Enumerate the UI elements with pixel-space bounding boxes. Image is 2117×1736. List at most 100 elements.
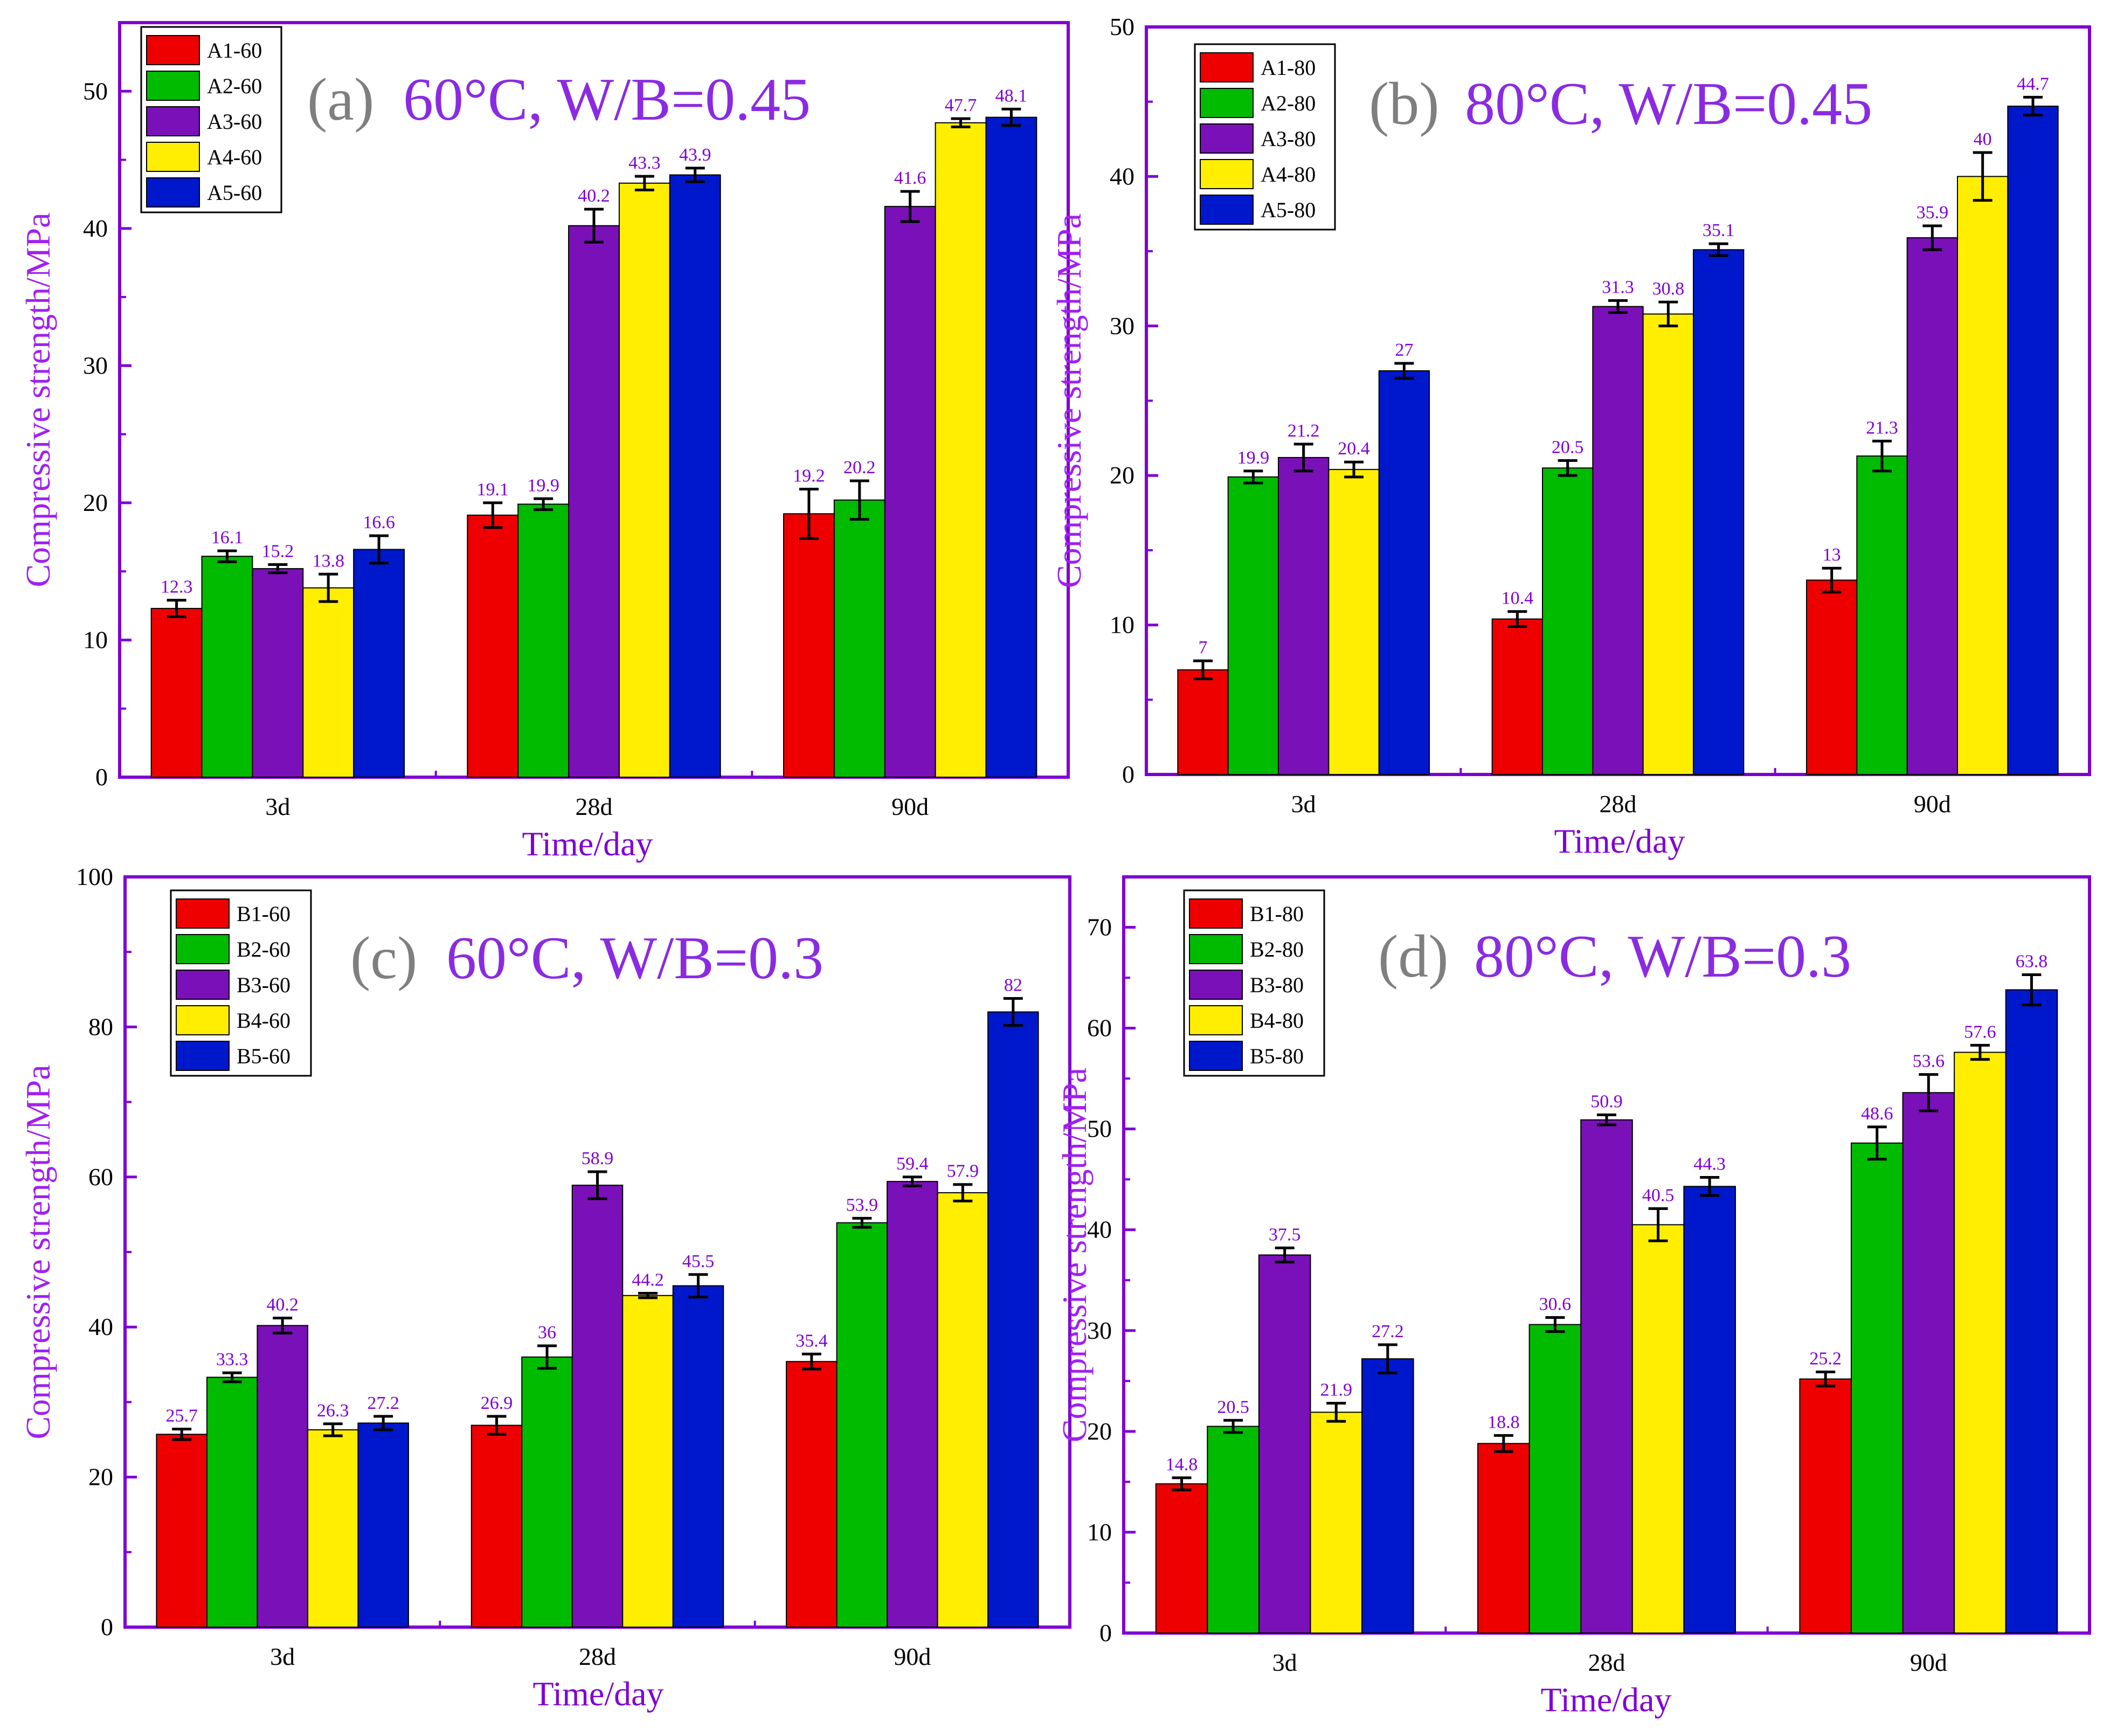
bar xyxy=(1477,1443,1530,1634)
panel-a: 0 10 20 30 40 50 3d 12.3 16.1 15.2 13.8 16.6 28d 19.1… xyxy=(19,21,1070,863)
bar xyxy=(1258,1254,1311,1634)
panel-b: 0 10 20 30 40 50 3d 7 19.9 21.2 20.4 27 28d 10.4 20.5 3… xyxy=(1050,13,2091,860)
legend-swatch xyxy=(176,1005,230,1035)
x-tick-label: 90d xyxy=(891,793,929,820)
legend-entry: A3-80 xyxy=(1261,127,1316,151)
bar xyxy=(935,122,987,778)
x-tick-label: 3d xyxy=(265,793,290,820)
x-axis-title: Time/day xyxy=(533,1675,664,1713)
bar-value-label: 40.5 xyxy=(1642,1185,1675,1205)
bar xyxy=(985,116,1037,778)
bar xyxy=(1806,579,1858,775)
bar xyxy=(1902,1092,1955,1634)
legend-entry: B1-60 xyxy=(237,902,290,926)
y-axis-title: Compressive strength/MPa xyxy=(1050,213,1088,588)
y-tick-label: 60 xyxy=(1087,1014,1112,1042)
bar xyxy=(1310,1412,1363,1634)
bar-value-label: 14.8 xyxy=(1166,1455,1198,1475)
y-tick-label: 40 xyxy=(83,215,108,242)
x-axis-title: Time/day xyxy=(522,825,653,863)
bar-value-label: 43.9 xyxy=(679,145,711,165)
bar xyxy=(156,1434,207,1628)
legend-swatch xyxy=(176,898,230,929)
legend-swatch xyxy=(1189,898,1243,929)
bar xyxy=(252,568,304,778)
bar-value-label: 36 xyxy=(538,1323,556,1343)
legend-swatch xyxy=(176,934,230,964)
y-tick-label: 30 xyxy=(1110,312,1134,340)
y-tick-label: 40 xyxy=(1087,1216,1112,1243)
legend-entry: B2-60 xyxy=(237,937,290,962)
x-tick-label: 90d xyxy=(894,1643,931,1670)
bar xyxy=(1542,467,1594,775)
legend-entry: B1-80 xyxy=(1250,902,1304,926)
bar-value-label: 7 xyxy=(1199,638,1208,658)
bar xyxy=(1491,618,1544,776)
y-tick-label: 0 xyxy=(95,763,108,791)
bar-value-label: 44.2 xyxy=(632,1270,664,1290)
bar-value-label: 19.1 xyxy=(477,480,509,500)
bar-value-label: 20.5 xyxy=(1217,1397,1249,1417)
bar-value-label: 33.3 xyxy=(216,1350,248,1370)
legend-swatch xyxy=(176,970,230,1000)
bar-value-label: 27.2 xyxy=(1372,1322,1404,1341)
y-tick-label: 20 xyxy=(83,489,108,516)
panel-title-text: 80°C, W/B=0.45 xyxy=(1465,71,1872,137)
bar xyxy=(622,1295,674,1628)
legend-swatch xyxy=(146,35,200,65)
bar xyxy=(887,1181,938,1628)
bar xyxy=(201,556,253,778)
bar-value-label: 27 xyxy=(1395,340,1413,360)
y-tick-label: 20 xyxy=(1110,461,1134,489)
bar-value-label: 13 xyxy=(1823,545,1841,565)
panel-c: 0 20 40 60 80 100 3d 25.7 33.3 40.2 26.3 27.2 28d 26.… xyxy=(19,863,1071,1713)
bar xyxy=(568,225,620,778)
bar-value-label: 12.3 xyxy=(161,577,193,597)
legend-entry: B4-60 xyxy=(237,1008,290,1033)
bar xyxy=(1693,249,1745,775)
legend-entry: A4-60 xyxy=(207,145,262,169)
x-tick-label: 28d xyxy=(1588,1649,1625,1676)
bar-value-label: 25.7 xyxy=(165,1406,198,1426)
y-tick-label: 10 xyxy=(1110,611,1134,639)
bar xyxy=(1328,469,1380,775)
bar xyxy=(307,1429,359,1628)
legend-entry: B5-60 xyxy=(237,1044,290,1068)
y-tick-label: 40 xyxy=(1110,162,1134,190)
bar-value-label: 10.4 xyxy=(1502,589,1534,608)
bar-value-label: 40 xyxy=(1974,129,1992,149)
bar-value-label: 19.9 xyxy=(527,475,559,495)
bar xyxy=(1155,1483,1208,1634)
legend-entry: B3-60 xyxy=(237,973,290,997)
bar-value-label: 21.9 xyxy=(1320,1380,1352,1400)
bar xyxy=(521,1356,573,1628)
bar-value-label: 20.4 xyxy=(1338,439,1370,459)
bar-value-label: 16.6 xyxy=(363,513,395,532)
bar xyxy=(786,1361,838,1628)
bar-value-label: 20.2 xyxy=(843,458,876,478)
bar-value-label: 26.3 xyxy=(317,1401,349,1421)
y-tick-label: 60 xyxy=(88,1163,113,1191)
x-tick-label: 90d xyxy=(1910,1649,1947,1676)
bar xyxy=(884,206,936,778)
bar xyxy=(467,514,519,778)
bar-value-label: 20.5 xyxy=(1552,437,1584,457)
legend-entry: A5-80 xyxy=(1261,198,1316,222)
legend-swatch xyxy=(146,106,200,136)
bar-value-label: 40.2 xyxy=(578,186,610,206)
bar-value-label: 35.1 xyxy=(1703,220,1735,240)
bar xyxy=(987,1011,1039,1628)
bar-value-label: 15.2 xyxy=(262,541,294,561)
x-axis-title: Time/day xyxy=(1541,1680,1672,1719)
bar xyxy=(1799,1378,1852,1634)
legend-swatch xyxy=(1189,1005,1243,1035)
legend-swatch xyxy=(1200,123,1254,154)
panel-title-text: 60°C, W/B=0.45 xyxy=(403,66,811,133)
bar-value-label: 31.3 xyxy=(1602,278,1634,298)
bar-value-label: 25.2 xyxy=(1809,1348,1842,1368)
bar xyxy=(471,1424,523,1628)
bar xyxy=(937,1192,989,1628)
legend-swatch xyxy=(1189,1041,1243,1071)
y-tick-label: 20 xyxy=(88,1463,113,1491)
y-tick-label: 0 xyxy=(101,1613,113,1641)
